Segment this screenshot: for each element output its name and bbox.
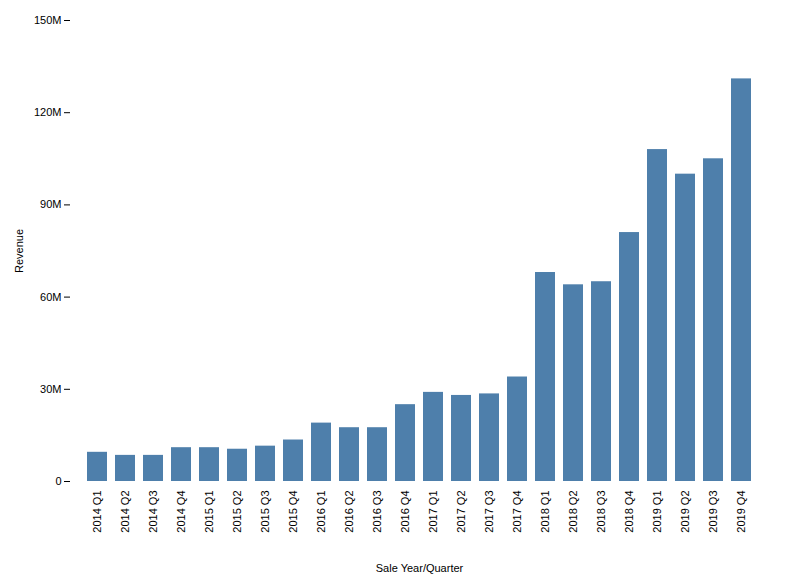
svg-text:2015 Q1: 2015 Q1 — [203, 491, 215, 533]
svg-text:Sale Year/Quarter: Sale Year/Quarter — [376, 562, 464, 574]
svg-text:2019 Q3: 2019 Q3 — [707, 491, 719, 533]
svg-text:2018 Q1: 2018 Q1 — [539, 491, 551, 533]
svg-text:2018 Q4: 2018 Q4 — [623, 491, 635, 533]
svg-text:0: 0 — [55, 475, 61, 487]
svg-text:2019 Q1: 2019 Q1 — [651, 491, 663, 533]
svg-text:2018 Q3: 2018 Q3 — [595, 491, 607, 533]
svg-text:2016 Q2: 2016 Q2 — [343, 491, 355, 533]
svg-text:2017 Q2: 2017 Q2 — [455, 491, 467, 533]
svg-text:120M: 120M — [34, 106, 62, 118]
svg-text:2014 Q2: 2014 Q2 — [119, 491, 131, 533]
svg-text:2019 Q2: 2019 Q2 — [679, 491, 691, 533]
svg-text:2015 Q4: 2015 Q4 — [287, 491, 299, 533]
svg-text:2014 Q4: 2014 Q4 — [175, 491, 187, 533]
svg-text:2014 Q3: 2014 Q3 — [147, 491, 159, 533]
svg-text:30M: 30M — [40, 383, 61, 395]
svg-text:2015 Q3: 2015 Q3 — [259, 491, 271, 533]
svg-text:2014 Q1: 2014 Q1 — [91, 491, 103, 533]
svg-text:90M: 90M — [40, 198, 61, 210]
svg-text:2017 Q4: 2017 Q4 — [511, 491, 523, 533]
svg-text:Revenue: Revenue — [13, 229, 25, 273]
svg-text:150M: 150M — [34, 14, 62, 26]
svg-text:2017 Q1: 2017 Q1 — [427, 491, 439, 533]
svg-text:2016 Q4: 2016 Q4 — [399, 491, 411, 533]
svg-text:2016 Q1: 2016 Q1 — [315, 491, 327, 533]
svg-text:2016 Q3: 2016 Q3 — [371, 491, 383, 533]
svg-text:2015 Q2: 2015 Q2 — [231, 491, 243, 533]
svg-text:2018 Q2: 2018 Q2 — [567, 491, 579, 533]
svg-text:60M: 60M — [40, 291, 61, 303]
svg-text:2017 Q3: 2017 Q3 — [483, 491, 495, 533]
svg-text:2019 Q4: 2019 Q4 — [735, 491, 747, 533]
